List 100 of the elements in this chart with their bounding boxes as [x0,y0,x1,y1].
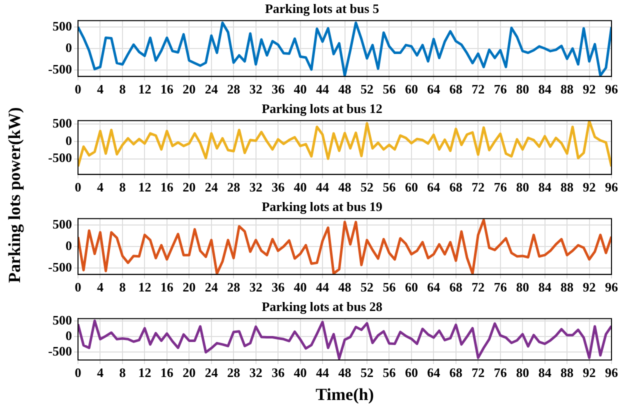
x-tick-label: 52 [360,82,374,97]
x-tick-label: 40 [294,280,307,295]
x-tick-label: 84 [538,365,552,380]
x-tick-label: 48 [338,280,352,295]
x-tick-label: 12 [138,180,152,195]
x-tick-label: 36 [272,82,286,97]
x-tick-label: 60 [404,280,418,295]
x-tick-label: 80 [516,365,530,380]
x-tick-label: 20 [182,180,196,195]
x-tick-label: 80 [516,82,530,97]
x-tick-label: 20 [182,365,196,380]
x-tick-label: 28 [227,82,241,97]
x-tick-label: 92 [582,82,596,97]
x-tick-label: 24 [204,180,218,195]
chart-title: Parking lots at bus 19 [262,199,383,214]
x-tick-label: 4 [96,82,104,97]
x-tick-label: 52 [360,280,374,295]
x-tick-label: 88 [560,365,574,380]
y-tick-label: -500 [48,259,72,274]
x-tick-label: 88 [560,180,574,195]
y-tick-label: -500 [48,61,72,76]
y-tick-label: -500 [48,344,72,359]
x-tick-label: 96 [605,82,618,97]
x-tick-label: 24 [204,365,218,380]
x-tick-label: 96 [605,180,618,195]
x-tick-label: 32 [249,180,262,195]
x-tick-label: 40 [294,82,307,97]
x-tick-label: 12 [138,82,152,97]
x-tick-label: 84 [538,82,552,97]
y-tick-label: 500 [52,115,72,130]
x-tick-label: 64 [427,82,441,97]
x-tick-label: 72 [472,280,485,295]
x-tick-label: 20 [182,280,196,295]
x-tick-label: 36 [272,180,286,195]
x-tick-label: 88 [560,280,574,295]
x-tick-label: 8 [119,82,126,97]
x-tick-label: 8 [119,280,126,295]
x-tick-label: 68 [449,280,463,295]
x-tick-label: 76 [494,180,508,195]
x-tick-label: 92 [582,365,596,380]
x-tick-label: 32 [249,82,262,97]
x-tick-label: 52 [360,365,374,380]
x-tick-label: 64 [427,280,441,295]
x-tick-label: 40 [294,365,307,380]
x-tick-label: 36 [272,365,286,380]
x-tick-label: 36 [272,280,286,295]
chart-title: Parking lots at bus 5 [264,1,380,16]
x-axis-title: Time(h) [316,385,374,404]
x-tick-label: 40 [294,180,307,195]
x-tick-label: 56 [382,180,396,195]
x-tick-label: 44 [316,365,330,380]
x-tick-label: 84 [538,280,552,295]
y-tick-label: 500 [52,18,72,34]
x-tick-label: 52 [360,180,374,195]
x-tick-label: 32 [249,365,262,380]
y-tick-label: 0 [66,40,72,55]
x-tick-label: 76 [494,365,508,380]
x-tick-label: 48 [338,180,352,195]
x-tick-label: 20 [182,82,196,97]
x-tick-label: 64 [427,180,441,195]
x-tick-label: 72 [472,82,485,97]
x-tick-label: 4 [96,280,104,295]
x-tick-label: 56 [382,365,396,380]
x-tick-label: 96 [605,280,618,295]
x-tick-label: 76 [494,280,508,295]
x-tick-label: 68 [449,82,463,97]
x-tick-label: 60 [404,180,418,195]
chart-title: Parking lots at bus 28 [262,299,383,314]
x-tick-label: 44 [316,180,330,195]
x-tick-label: 8 [119,365,126,380]
x-tick-label: 88 [560,82,574,97]
x-tick-label: 72 [472,180,485,195]
x-tick-label: 4 [96,365,104,380]
x-tick-label: 28 [227,365,241,380]
x-tick-label: 16 [160,82,174,97]
chart-title: Parking lots at bus 12 [262,101,382,116]
x-tick-label: 16 [160,180,174,195]
x-tick-label: 8 [119,180,126,195]
x-tick-label: 60 [404,365,418,380]
x-tick-label: 44 [316,82,330,97]
y-tick-label: 500 [52,216,72,232]
x-tick-label: 56 [382,82,396,97]
x-tick-label: 64 [427,365,441,380]
y-tick-label: 0 [66,328,72,344]
x-tick-label: 48 [338,365,352,380]
x-tick-label: 96 [605,365,618,380]
x-tick-label: 56 [382,280,396,295]
x-tick-label: 68 [449,365,463,380]
y-tick-label: 0 [66,132,72,148]
x-tick-label: 68 [449,180,463,195]
x-tick-label: 92 [582,280,596,295]
x-tick-label: 28 [227,280,241,295]
x-tick-label: 48 [338,82,352,97]
x-tick-label: 92 [582,180,596,195]
x-tick-label: 60 [404,82,418,97]
x-tick-label: 80 [516,280,530,295]
x-tick-label: 80 [516,180,530,195]
x-tick-label: 24 [204,280,218,295]
x-tick-label: 12 [138,365,152,380]
x-tick-label: 24 [204,82,218,97]
